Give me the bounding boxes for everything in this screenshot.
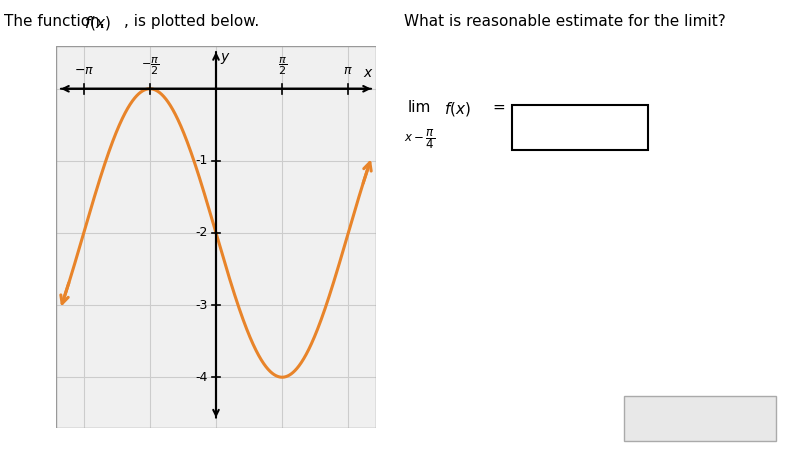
Text: lim: lim: [408, 100, 431, 115]
Text: $f(x)$: $f(x)$: [444, 100, 471, 118]
Text: -2: -2: [195, 227, 207, 239]
Text: $x$: $x$: [363, 66, 374, 80]
Text: , is plotted below.: , is plotted below.: [124, 14, 259, 29]
Text: Done: Done: [684, 411, 724, 426]
Text: $y$: $y$: [220, 51, 231, 66]
Text: The function,: The function,: [4, 14, 110, 29]
Text: $\dfrac{\pi}{2}$: $\dfrac{\pi}{2}$: [278, 56, 286, 77]
Text: $x-\dfrac{\pi}{4}$: $x-\dfrac{\pi}{4}$: [404, 127, 435, 151]
Text: -4: -4: [195, 371, 207, 384]
Text: $-\pi$: $-\pi$: [74, 64, 94, 77]
Text: -3: -3: [195, 298, 207, 312]
Text: =: =: [492, 100, 505, 115]
Text: $f(x)$: $f(x)$: [84, 14, 111, 32]
Text: ✓: ✓: [660, 412, 672, 425]
Text: $\pi$: $\pi$: [343, 64, 353, 77]
Text: What is reasonable estimate for the limit?: What is reasonable estimate for the limi…: [404, 14, 726, 29]
Text: $-\dfrac{\pi}{2}$: $-\dfrac{\pi}{2}$: [141, 56, 159, 77]
Text: -1: -1: [195, 154, 207, 167]
